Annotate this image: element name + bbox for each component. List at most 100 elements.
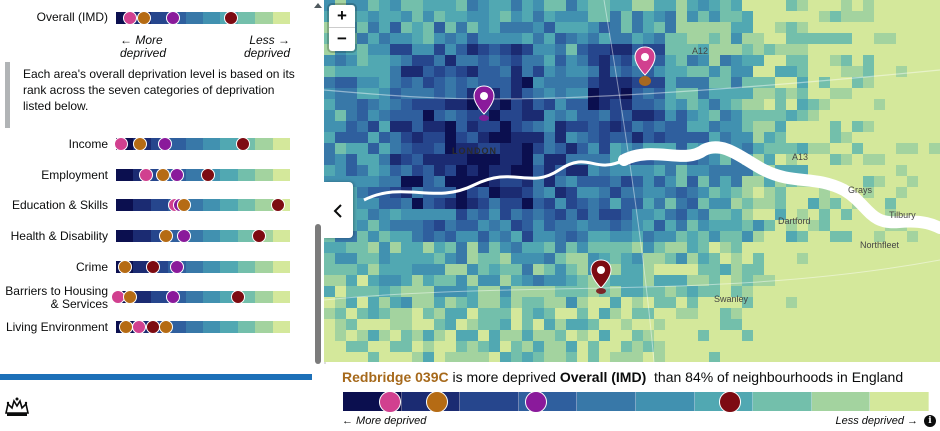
scale-segment: [150, 199, 169, 211]
scrollbar-thumb[interactable]: [315, 224, 321, 364]
area-marker-pink[interactable]: [122, 11, 137, 25]
area-marker-purple[interactable]: [169, 168, 184, 182]
area-marker-red[interactable]: [145, 260, 160, 274]
scale-segment: [272, 230, 291, 242]
scale-segment: [237, 169, 256, 181]
area-marker-purple[interactable]: [166, 11, 181, 25]
map-pin-pink-icon[interactable]: [633, 45, 657, 87]
domain-bar: [116, 260, 291, 274]
domain-row-education: Education & Skills: [0, 198, 300, 221]
area-marker-orange[interactable]: [159, 229, 174, 243]
area-marker-purple[interactable]: [176, 229, 191, 243]
area-marker-pink[interactable]: [131, 320, 146, 334]
domain-row-crime: Crime: [0, 260, 300, 283]
scale-segment: [753, 392, 812, 411]
info-more-deprived: ← More deprived: [342, 415, 427, 427]
indicator-name: Overall (IMD): [559, 369, 647, 385]
area-marker-orange[interactable]: [133, 137, 148, 151]
area-marker-orange[interactable]: [136, 11, 151, 25]
area-marker-orange[interactable]: [176, 198, 191, 212]
info-text-1: is more deprived: [448, 369, 560, 385]
scale-segment: [150, 12, 169, 24]
zoom-out-button[interactable]: −: [337, 29, 347, 48]
map-label-a12: A12: [692, 46, 709, 56]
scale-segment: [272, 169, 291, 181]
area-marker-red[interactable]: [270, 198, 285, 212]
info-less-deprived: Less deprived →: [835, 415, 918, 427]
less-deprived-line1: Less →: [249, 33, 290, 47]
overall-bar: [116, 11, 291, 25]
scale-segment: [203, 261, 221, 273]
area-marker-orange[interactable]: [122, 290, 137, 304]
area-marker-red[interactable]: [236, 137, 251, 151]
area-marker-red[interactable]: [230, 290, 245, 304]
area-marker-red[interactable]: [223, 11, 238, 25]
area-marker-red[interactable]: [145, 320, 160, 334]
area-marker-orange[interactable]: [117, 260, 132, 274]
overall-row: Overall (IMD): [0, 11, 300, 33]
scale-segment: [220, 138, 238, 150]
scale-segment: [237, 230, 256, 242]
indicator-panel: Overall (IMD) ← More deprived Less → dep…: [0, 0, 322, 431]
scale-segment: [203, 199, 221, 211]
less-deprived-line2: deprived: [243, 46, 290, 60]
map-label-northfleet: Northfleet: [860, 240, 900, 250]
info-marker-pink[interactable]: [378, 391, 401, 413]
map-choropleth[interactable]: [324, 0, 940, 362]
map-label-grays: Grays: [848, 185, 873, 195]
scale-segment: [133, 230, 151, 242]
info-marker-purple[interactable]: [525, 391, 548, 413]
info-icon[interactable]: i: [924, 415, 936, 427]
scale-segment: [237, 199, 256, 211]
scale-segment: [272, 321, 291, 333]
domain-label: Crime: [76, 260, 108, 274]
area-marker-orange[interactable]: [159, 320, 174, 334]
scale-segment: [811, 392, 871, 411]
area-marker-pink[interactable]: [114, 137, 129, 151]
area-marker-purple[interactable]: [166, 290, 181, 304]
area-marker-purple[interactable]: [169, 260, 184, 274]
scale-segment: [460, 392, 519, 411]
area-marker-purple[interactable]: [157, 137, 172, 151]
map-label-dartford: Dartford: [778, 216, 811, 226]
area-marker-red[interactable]: [251, 229, 266, 243]
domain-label: Barriers to Housing & Services: [0, 285, 108, 311]
domain-row-housing: Barriers to Housing & Services: [0, 285, 300, 313]
domain-bar: [110, 290, 291, 304]
scale-segment: [150, 291, 169, 303]
info-marker-orange[interactable]: [425, 391, 448, 413]
chevron-left-icon: [333, 204, 342, 218]
area-marker-pink[interactable]: [138, 168, 153, 182]
scroll-up-arrow-icon[interactable]: [314, 3, 322, 8]
info-marker-red[interactable]: [718, 391, 741, 413]
domain-row-health: Health & Disability: [0, 229, 300, 252]
domain-bar: [114, 137, 291, 151]
scale-segment: [237, 321, 256, 333]
domain-bar: [116, 168, 291, 182]
scale-segment: [185, 291, 204, 303]
scale-segment: [185, 261, 204, 273]
more-deprived-line2: deprived: [120, 46, 167, 60]
scale-segment: [168, 138, 186, 150]
scale-segment: [237, 12, 256, 24]
area-marker-orange[interactable]: [155, 168, 170, 182]
domain-label: Employment: [41, 168, 108, 182]
scale-segment: [185, 321, 204, 333]
map-pin-red-icon[interactable]: [589, 258, 613, 298]
info-sentence: Redbridge 039C is more deprived Overall …: [342, 369, 903, 386]
map-label-london: LONDON: [452, 146, 497, 156]
scale-segment: [203, 230, 221, 242]
map-pin-purple-icon[interactable]: [472, 84, 496, 124]
deprivation-map[interactable]: LONDON Dartford Swanley Northfleet Tilbu…: [324, 0, 940, 362]
scale-segment: [255, 138, 273, 150]
domain-label-line2: & Services: [50, 297, 108, 311]
domain-label-line1: Barriers to Housing: [5, 284, 108, 298]
selected-area-info: Redbridge 039C is more deprived Overall …: [326, 362, 940, 431]
scale-segment: [237, 261, 256, 273]
area-marker-red[interactable]: [201, 168, 216, 182]
less-deprived-label: Less → deprived: [228, 34, 290, 60]
zoom-in-button[interactable]: +: [329, 5, 355, 28]
scale-segment: [255, 291, 273, 303]
collapse-panel-button[interactable]: [324, 182, 353, 238]
domain-row-living: Living Environment: [0, 320, 300, 343]
